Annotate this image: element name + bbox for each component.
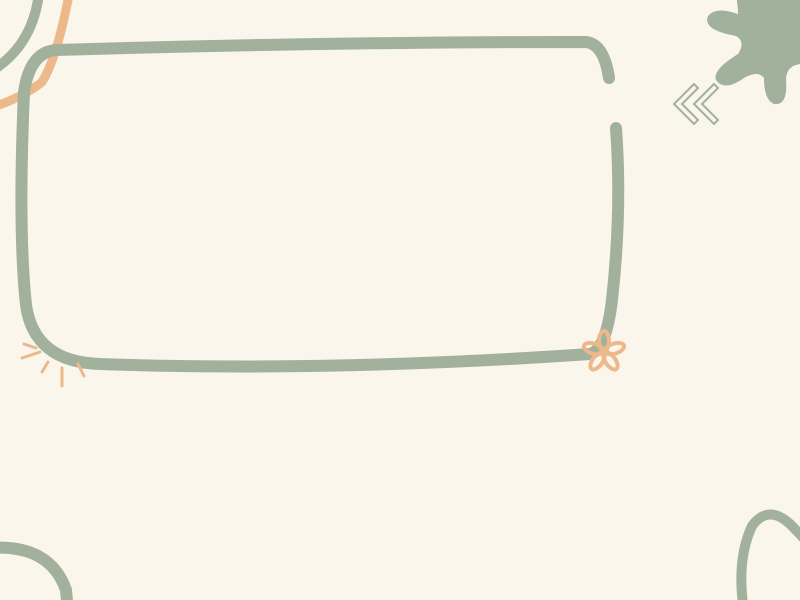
sage-loop-bottom-right xyxy=(736,509,800,600)
sage-arch-top-left xyxy=(0,0,43,72)
flower-icon xyxy=(581,329,627,372)
double-chevron-left-icon xyxy=(672,82,720,126)
sage-arc-bottom-left xyxy=(0,541,73,600)
leaf-blob-top-right xyxy=(707,0,800,105)
burst-lines-icon xyxy=(20,342,86,388)
hand-drawn-frame xyxy=(15,36,625,373)
orange-curve-top-left xyxy=(0,0,73,110)
